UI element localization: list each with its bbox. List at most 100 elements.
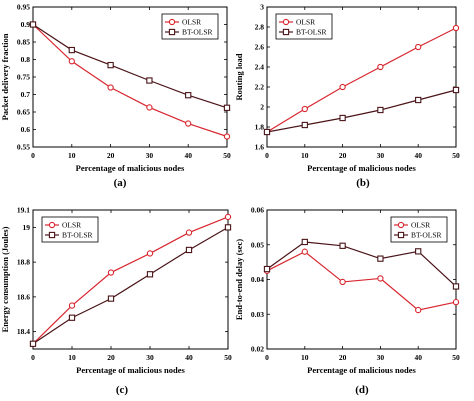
data-point-bt-olsr [107, 61, 114, 69]
data-point-olsr [339, 278, 346, 286]
series-line-bt-olsr [266, 89, 457, 133]
x-tick-label: 0 [265, 151, 269, 160]
x-tick-label: 10 [68, 151, 76, 160]
series-line-olsr [32, 24, 228, 138]
data-point-olsr [377, 275, 384, 282]
data-point-bt-olsr [263, 265, 271, 273]
data-point-bt-olsr [452, 283, 460, 290]
data-point-bt-olsr [377, 106, 384, 114]
legend-swatch-marker [168, 18, 176, 26]
x-tick-label: 50 [224, 353, 232, 362]
y-tick-label: 0.9 [21, 20, 31, 29]
x-axis-title: Percentage of malicious nodes [307, 365, 416, 375]
data-point-bt-olsr [339, 242, 346, 249]
y-tick-label: 0.6 [21, 125, 31, 134]
data-point-olsr [452, 298, 460, 306]
data-point-bt-olsr [68, 314, 76, 321]
legend-label: OLSR [296, 18, 315, 27]
data-point-olsr [452, 24, 460, 32]
chart-panel-d: 0 10 20 30 40 50 0.02 0.03 0.04 0.05 0.06 Percentag… [234, 206, 460, 396]
y-tick-label: 2.2 [255, 83, 265, 92]
legend-label: BT-OLSR [296, 28, 327, 37]
legend-swatch-marker [48, 221, 56, 229]
data-point-olsr [107, 84, 114, 91]
y-tick-label: 18.4 [17, 327, 30, 336]
data-point-bt-olsr [146, 271, 154, 278]
data-point-olsr [224, 213, 232, 221]
data-point-bt-olsr [301, 121, 308, 129]
y-tick-label: 0.65 [17, 108, 30, 117]
x-axis-title: Percentage of malicious nodes [307, 163, 416, 173]
series-line-olsr [266, 250, 457, 311]
legend-swatch-marker [397, 231, 405, 239]
data-point-bt-olsr [223, 104, 231, 111]
legend-swatch-marker [282, 28, 290, 36]
data-point-olsr [339, 83, 346, 91]
data-point-olsr [223, 133, 231, 140]
x-axis-title: Percentage of malicious nodes [76, 163, 185, 173]
data-point-bt-olsr [185, 246, 193, 254]
y-tick-label: 0.75 [17, 73, 30, 82]
y-axis-title: Packet delivery fraction [0, 33, 10, 120]
x-tick-label: 30 [146, 353, 154, 362]
data-point-olsr [415, 306, 422, 314]
x-tick-label: 50 [452, 151, 460, 160]
data-point-bt-olsr [224, 224, 232, 231]
y-tick-label: 2 [260, 103, 264, 112]
y-tick-label: 18.6 [17, 292, 30, 301]
y-tick-label: 1.8 [255, 123, 265, 132]
y-tick-label: 0.95 [17, 3, 30, 12]
legend-label: BT-OLSR [62, 231, 93, 240]
data-point-bt-olsr [185, 92, 192, 99]
chart-panel-a: 0 10 20 30 40 50 0.55 0.6 0.65 0.7 0.75 0.8 0.85 0.9 0… [0, 3, 231, 189]
y-axis-title: End-to-end delay (sec) [234, 239, 244, 320]
data-point-bt-olsr [68, 46, 75, 54]
legend-label: OLSR [411, 221, 430, 230]
y-tick-label: 2.8 [255, 23, 265, 32]
x-tick-label: 50 [223, 151, 231, 160]
data-point-bt-olsr [301, 238, 308, 246]
data-point-olsr [377, 63, 384, 71]
x-tick-label: 10 [301, 353, 309, 362]
plot-frame [32, 209, 229, 350]
x-tick-label: 20 [339, 353, 347, 362]
panel-label: (b) [356, 177, 370, 189]
data-point-olsr [185, 229, 193, 236]
y-tick-label: 2.6 [255, 43, 265, 52]
legend-label: OLSR [62, 221, 81, 230]
panel-label: (d) [355, 384, 369, 396]
data-point-bt-olsr [107, 295, 115, 302]
y-tick-label: 3 [260, 3, 264, 12]
y-axis-title: Energy consumption (Joules) [0, 226, 10, 332]
data-point-olsr [107, 269, 115, 276]
legend-swatch-marker [48, 231, 56, 239]
panel-label: (c) [116, 384, 129, 396]
data-point-olsr [185, 120, 192, 127]
data-point-olsr [146, 250, 154, 257]
legend-swatch-marker [282, 18, 290, 26]
data-point-olsr [301, 248, 308, 255]
x-tick-label: 10 [301, 151, 309, 160]
x-tick-label: 40 [414, 151, 422, 160]
x-tick-label: 30 [146, 151, 154, 160]
data-point-olsr [146, 104, 153, 111]
legend-label: BT-OLSR [182, 28, 213, 37]
data-point-bt-olsr [452, 86, 460, 94]
x-tick-label: 20 [107, 353, 115, 362]
chart-panel-b: 0 10 20 30 40 50 1.6 1.8 2 2.2 2.4 2.6 2.8 3 Percentag… [234, 3, 460, 189]
y-tick-label: 0.55 [17, 143, 30, 152]
y-tick-label: 2.4 [255, 63, 265, 72]
data-point-bt-olsr [29, 21, 37, 28]
chart-panel-c: 0 10 20 30 40 50 18.4 18.6 18.8 19 19.1 Percentage … [0, 206, 232, 396]
y-tick-label: 19 [23, 223, 31, 232]
data-point-olsr [68, 58, 75, 65]
y-tick-label: 0.7 [21, 90, 31, 99]
x-tick-label: 20 [339, 151, 347, 160]
x-tick-label: 30 [377, 151, 385, 160]
data-point-bt-olsr [29, 340, 37, 347]
legend-swatch-marker [397, 221, 405, 229]
